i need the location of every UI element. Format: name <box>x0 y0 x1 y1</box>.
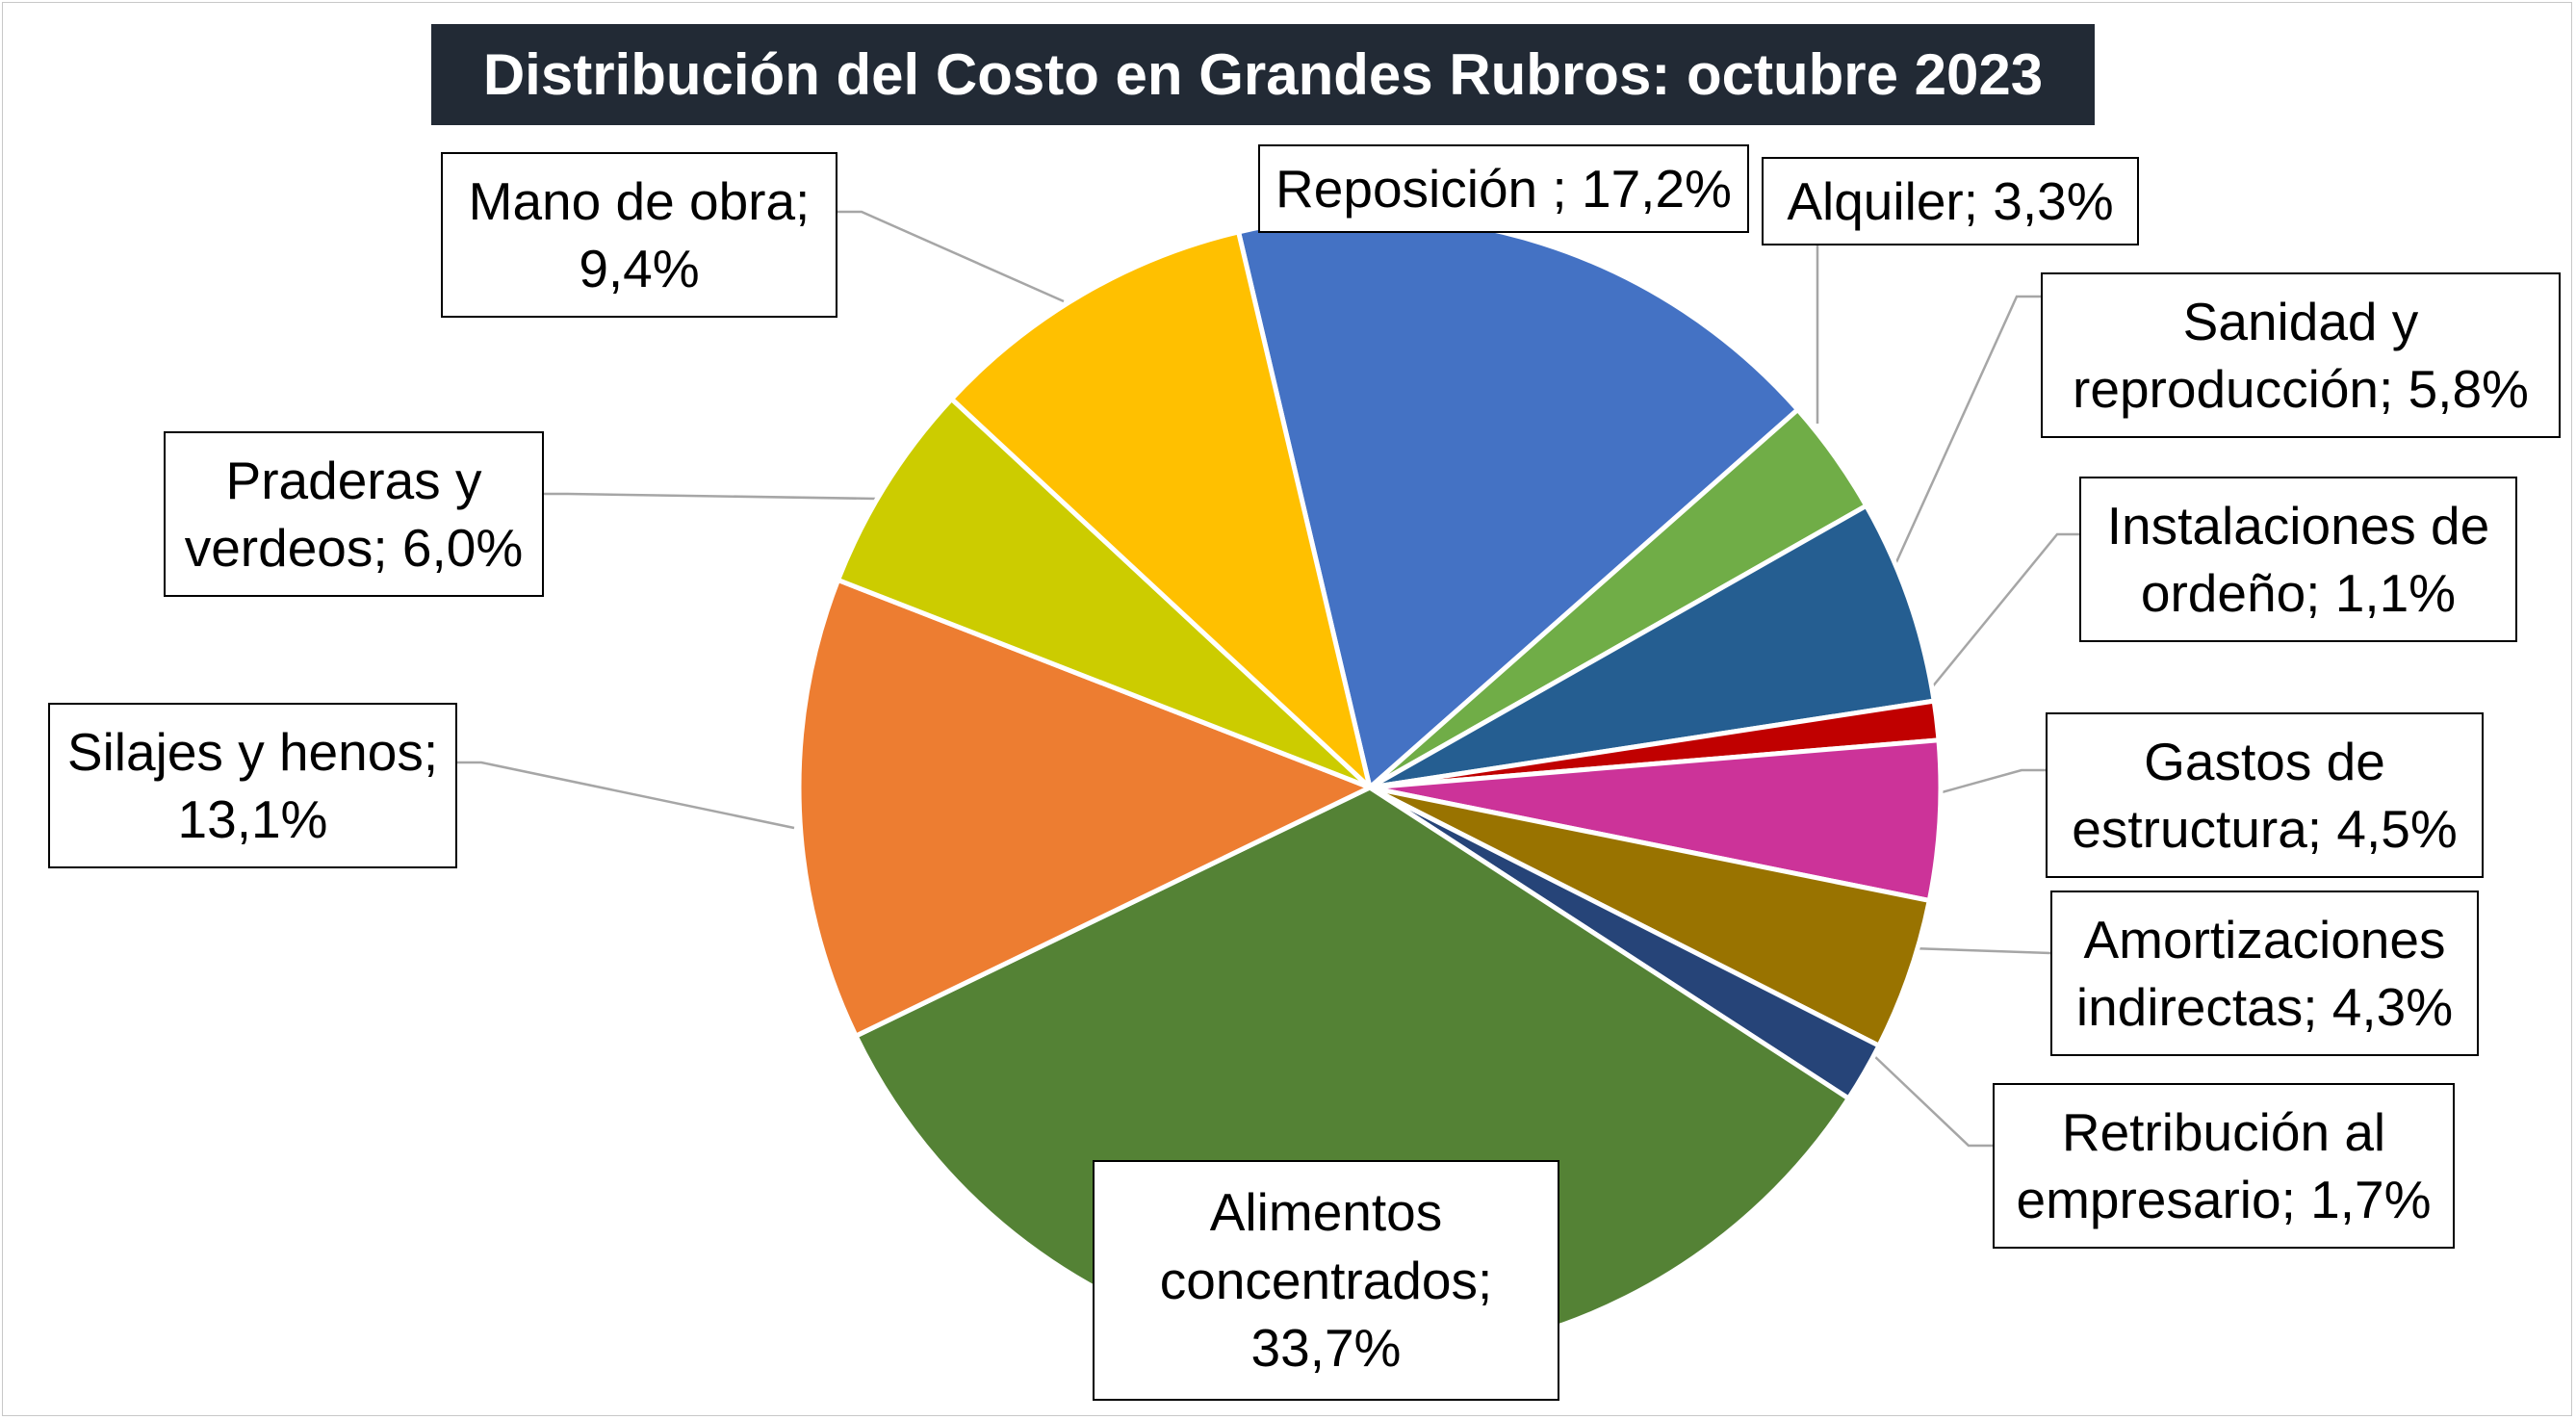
leader-line <box>1926 532 2079 694</box>
slice-label-line: estructura; 4,5% <box>2072 799 2458 859</box>
slice-label-text: Praderas y verdeos; 6,0% <box>185 447 524 582</box>
slice-label: Reposición ; 17,2% <box>1258 144 1749 233</box>
leader-line <box>1934 768 2046 796</box>
slice-label-text: Retribución al empresario; 1,7% <box>2016 1098 2431 1234</box>
leader-line <box>544 492 877 501</box>
slice-label-text: Sanidad y reproducción; 5,8% <box>2073 288 2529 424</box>
leader-line <box>457 761 795 830</box>
slice-label-text: Gastos de estructura; 4,5% <box>2072 728 2457 864</box>
slice-label-line: indirectas; 4,3% <box>2075 977 2454 1037</box>
slice-label-text: Amortizaciones indirectas; 4,3% <box>2076 906 2453 1042</box>
pie-slice-sanidad-y-reproducción <box>1367 503 1937 790</box>
slice-label-line: Instalaciones de <box>2106 495 2490 555</box>
leader-line <box>1871 1053 1993 1148</box>
slice-label: Alquiler; 3,3% <box>1762 157 2139 245</box>
slice-label-line: Praderas y <box>225 450 482 510</box>
slice-label: Gastos de estructura; 4,5% <box>2046 712 2484 878</box>
slice-label-text: Instalaciones de ordeño; 1,1% <box>2107 492 2490 628</box>
slice-label-line: reproducción; 5,8% <box>2073 359 2529 419</box>
slice-label-line: Amortizaciones <box>2083 909 2446 969</box>
slice-label: Silajes y henos; 13,1% <box>48 703 457 868</box>
slice-label-line: Sanidad y <box>2182 291 2419 351</box>
slice-label-line: Reposición ; 17,2% <box>1275 158 1732 219</box>
slice-label-line: verdeos; 6,0% <box>184 518 524 578</box>
slice-label-line: Silajes y henos; <box>66 721 439 782</box>
slice-label-text: Alquiler; 3,3% <box>1787 168 2113 235</box>
slice-label-line: 9,4% <box>579 239 700 298</box>
chart-title: Distribución del Costo en Grandes Rubros… <box>482 42 2044 107</box>
slice-label-line: ordeño; 1,1% <box>2140 563 2457 623</box>
leader-line <box>837 210 1065 303</box>
slice-label: Sanidad y reproducción; 5,8% <box>2041 272 2561 438</box>
slice-label: Alimentos concentrados; 33,7% <box>1093 1160 1559 1401</box>
pie-slice-praderas-y-verdeos <box>836 396 1373 790</box>
pie-slice-silajes-y-henos <box>796 577 1373 1039</box>
slice-label: Mano de obra; 9,4% <box>441 152 837 318</box>
slice-label-line: concentrados; <box>1159 1250 1493 1310</box>
slice-label-text: Silajes y henos; 13,1% <box>67 718 438 854</box>
slice-label-line: Retribución al <box>2061 1101 2386 1162</box>
slice-label-line: Mano de obra; <box>468 170 811 231</box>
leader-line <box>1910 946 2051 955</box>
slice-label: Praderas y verdeos; 6,0% <box>164 431 544 597</box>
slice-label: Instalaciones de ordeño; 1,1% <box>2079 477 2517 642</box>
pie-slice-mano-de-obra <box>949 229 1373 790</box>
leader-line <box>1890 295 2041 574</box>
slice-label-line: Alimentos <box>1209 1182 1443 1243</box>
slice-label-line: Alquiler; 3,3% <box>1787 170 2114 231</box>
slice-label-text: Mano de obra; 9,4% <box>469 168 811 303</box>
pie-slices <box>796 214 1944 1361</box>
chart-title-box: Distribución del Costo en Grandes Rubros… <box>431 24 2095 125</box>
slice-label-text: Reposición ; 17,2% <box>1275 155 1732 222</box>
leader-lines <box>457 210 2079 1148</box>
slice-label: Amortizaciones indirectas; 4,3% <box>2050 891 2479 1056</box>
slice-label-line: 33,7% <box>1250 1318 1402 1379</box>
slice-label: Retribución al empresario; 1,7% <box>1993 1083 2455 1249</box>
slice-label-line: 13,1% <box>177 789 328 849</box>
slice-label-text: Alimentos concentrados; 33,7% <box>1160 1178 1493 1381</box>
slice-label-line: Gastos de <box>2144 731 2385 791</box>
slice-label-line: empresario; 1,7% <box>2016 1170 2432 1229</box>
pie-slice-gastos-de-estructura <box>1367 737 1944 903</box>
